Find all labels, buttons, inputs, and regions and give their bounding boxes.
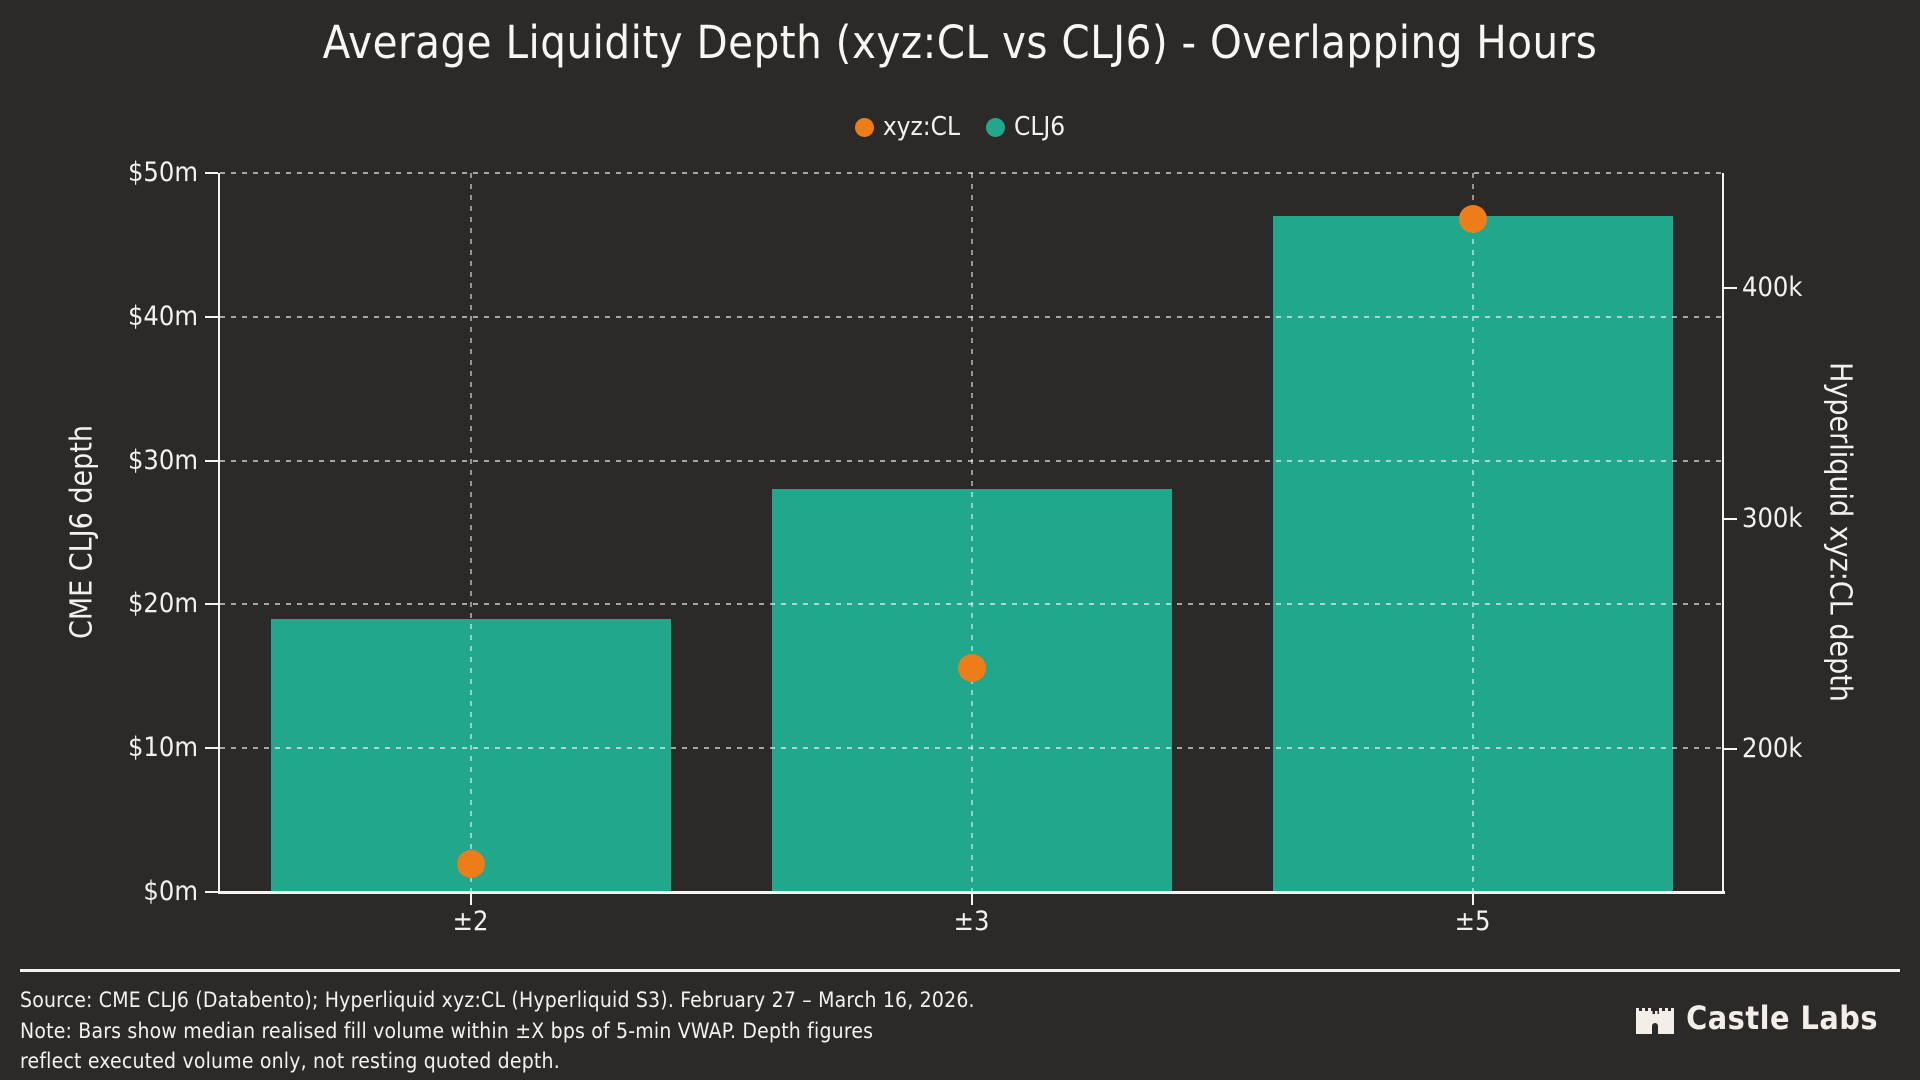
x-tick bbox=[469, 893, 472, 905]
left-tick bbox=[205, 315, 218, 318]
right-spine bbox=[1722, 173, 1724, 894]
right-tick-label: 200k bbox=[1742, 733, 1803, 765]
left-tick-label: $10m bbox=[127, 732, 198, 764]
left-tick bbox=[205, 891, 218, 893]
left-tick-label: $0m bbox=[143, 876, 198, 907]
left-tick bbox=[205, 459, 218, 462]
legend-swatch-xyzcl bbox=[854, 117, 874, 137]
footer-source: Source: CME CLJ6 (Databento); Hyperliqui… bbox=[20, 988, 975, 1012]
left-tick bbox=[205, 603, 218, 606]
left-tick-label: $50m bbox=[127, 157, 198, 188]
scatter-dot-±3 bbox=[957, 654, 986, 683]
scatter-dot-±5 bbox=[1458, 205, 1487, 234]
scatter-dot-±2 bbox=[456, 850, 485, 879]
left-tick bbox=[205, 172, 218, 174]
footer-divider bbox=[20, 969, 1900, 972]
left-tick bbox=[205, 747, 218, 750]
gridline-vertical bbox=[1471, 173, 1474, 892]
left-spine bbox=[218, 173, 220, 894]
left-tick-label: $40m bbox=[127, 300, 198, 332]
right-tick bbox=[1724, 517, 1737, 520]
gridline-vertical bbox=[469, 173, 472, 892]
footer-note-line1: Note: Bars show median realised fill vol… bbox=[20, 1019, 874, 1043]
right-tick bbox=[1724, 287, 1737, 290]
x-tick bbox=[1471, 893, 1474, 905]
castle-icon bbox=[1636, 1008, 1675, 1034]
gridline-vertical bbox=[970, 173, 973, 892]
x-tick-label: ±2 bbox=[452, 906, 489, 937]
chart-title: Average Liquidity Depth (xyz:CL vs CLJ6)… bbox=[322, 16, 1598, 69]
x-tick-label: ±3 bbox=[953, 906, 990, 937]
legend-swatch-clj6 bbox=[986, 117, 1006, 137]
x-tick-label: ±5 bbox=[1454, 906, 1491, 937]
brand-lockup: Castle Labs bbox=[1634, 999, 1878, 1037]
left-tick-label: $20m bbox=[127, 588, 198, 620]
right-tick-label: 400k bbox=[1742, 272, 1803, 304]
right-tick-label: 300k bbox=[1742, 502, 1803, 534]
legend: xyz:CL CLJ6 bbox=[0, 112, 1920, 142]
legend-item-clj6: CLJ6 bbox=[986, 112, 1065, 142]
legend-item-xyzcl: xyz:CL bbox=[854, 112, 961, 142]
footer-note-line2: reflect executed volume only, not restin… bbox=[20, 1049, 560, 1073]
right-tick bbox=[1724, 748, 1737, 751]
brand-name: Castle Labs bbox=[1686, 999, 1878, 1037]
left-tick-label: $30m bbox=[127, 444, 198, 476]
legend-label-xyzcl: xyz:CL bbox=[882, 112, 961, 142]
bottom-spine bbox=[218, 891, 1725, 894]
x-tick bbox=[970, 893, 973, 905]
legend-label-clj6: CLJ6 bbox=[1014, 112, 1066, 142]
